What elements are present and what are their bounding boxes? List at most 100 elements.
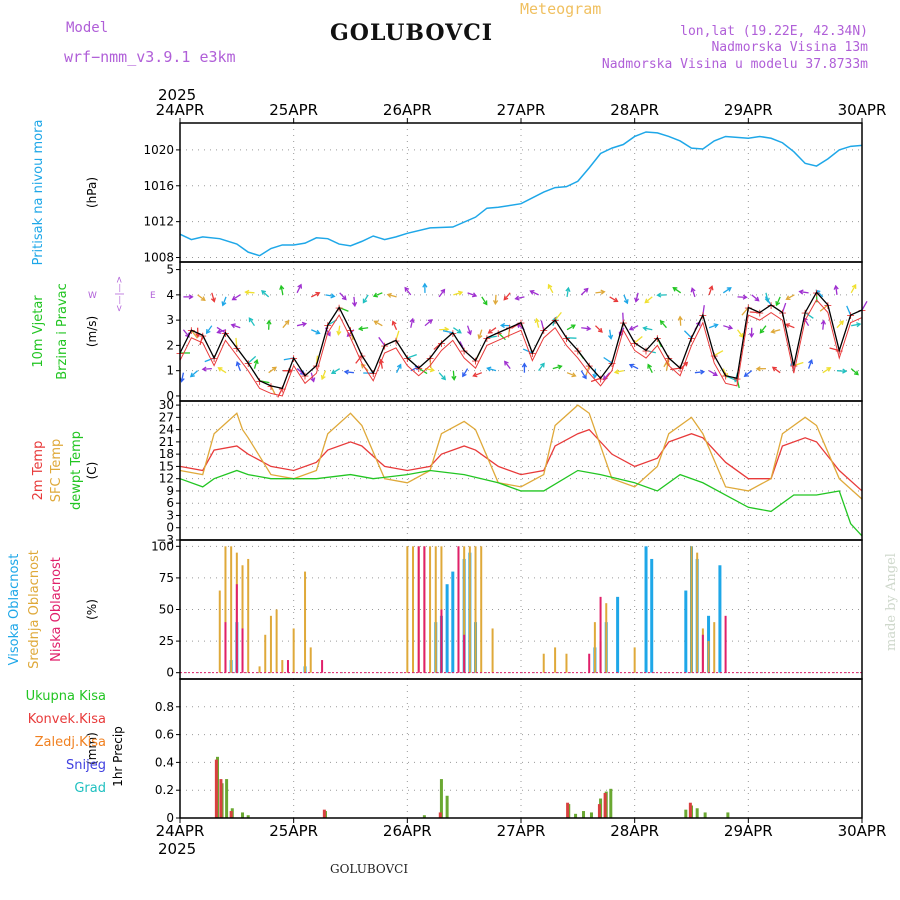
clouds-ytick-label: 50 xyxy=(159,603,174,617)
wind-arrow xyxy=(268,366,277,374)
wind-arrow xyxy=(462,368,469,377)
wind-arrowhead xyxy=(357,325,364,332)
wind-arrow xyxy=(438,372,446,380)
wind-arrow xyxy=(836,370,847,372)
cloud-bar-1 xyxy=(224,546,227,673)
wind-arrow xyxy=(387,293,397,298)
temperature-ytick-label: 18 xyxy=(159,447,174,461)
wind-arrow xyxy=(836,320,844,329)
wind-arrowhead xyxy=(441,375,447,381)
precip-bar-0 xyxy=(246,815,250,818)
wind-arrowhead xyxy=(759,328,765,334)
pressure-axis-title: Pritisak na nivou mora xyxy=(31,120,46,266)
cloud-bar-0 xyxy=(684,590,688,673)
wind-arrowhead xyxy=(826,367,832,372)
wind-arrow xyxy=(846,305,852,316)
wind-arrowhead xyxy=(409,317,415,323)
wind-arrow xyxy=(803,317,810,327)
wind-arrow xyxy=(850,284,857,294)
cloud-bar-1 xyxy=(633,647,636,673)
wind-arrowhead xyxy=(592,373,598,379)
clouds-ytick-label: 100 xyxy=(151,539,174,553)
wind-arrowhead xyxy=(583,287,589,293)
cloud-axis-title-0: Visoka Oblacnost xyxy=(7,554,22,666)
temp-axis-title-1: SFC Temp xyxy=(49,439,64,503)
wind-arrowhead xyxy=(360,363,366,369)
wind-arrow xyxy=(515,296,525,300)
wind-arrowhead xyxy=(231,295,237,301)
precip-bar-0 xyxy=(225,779,229,818)
wind-arrow xyxy=(231,324,241,329)
wind-arrow xyxy=(373,292,383,297)
wind-ytick-label: 3 xyxy=(166,313,174,327)
wind-arrowhead xyxy=(216,329,222,335)
wind-arrowhead xyxy=(784,323,791,328)
precip-bar-0 xyxy=(445,795,449,818)
wind-arrow xyxy=(772,366,781,374)
temp-line-0 xyxy=(179,428,863,492)
wind-gust-marker: + xyxy=(789,360,798,373)
wind-arrowhead xyxy=(727,324,734,330)
wind-arrowhead xyxy=(738,332,744,339)
cloud-bar-0 xyxy=(718,565,722,673)
precip-axis-title: 1hr Precip xyxy=(111,726,125,787)
wind-arrow xyxy=(407,354,417,359)
wind-arrow xyxy=(374,320,383,327)
wind-arrowhead xyxy=(499,322,506,329)
wind-arrowhead xyxy=(200,296,206,302)
precip-bar-0 xyxy=(695,808,699,818)
wind-arrowhead xyxy=(456,328,462,334)
cloud-bar-0 xyxy=(451,571,455,673)
wind-arrow xyxy=(694,371,704,374)
wind-arrowhead xyxy=(310,377,316,383)
bottom-date-label: 29APR xyxy=(724,822,773,840)
wind-arrow xyxy=(395,364,402,373)
model-altitude-label: Nadmorska Visina u modelu 37.8733m xyxy=(601,57,868,72)
bottom-date-label: 28APR xyxy=(610,822,659,840)
wind-arrowhead xyxy=(628,325,634,331)
precip-bar-1 xyxy=(597,804,601,818)
cloud-bar-1 xyxy=(269,615,272,673)
cloud-bar-0 xyxy=(650,558,654,673)
wind-arrow xyxy=(535,318,540,328)
wind-arrow xyxy=(410,318,414,328)
cloud-axis-title-1: Srednja Oblacnost xyxy=(27,550,42,669)
cloud-bar-1 xyxy=(491,628,494,673)
wind-arrow xyxy=(452,370,455,380)
wind-ytick-label: 1 xyxy=(166,364,174,378)
wind-arrow xyxy=(395,330,400,341)
wind-arrow xyxy=(736,378,740,389)
wind-arrowhead xyxy=(341,295,347,301)
cloud-bar-1 xyxy=(554,647,557,673)
wind-arrowhead xyxy=(712,371,718,376)
wind-arrow xyxy=(453,327,462,334)
pressure-ytick-label: 1016 xyxy=(143,179,174,193)
wind-arrowhead xyxy=(582,374,587,380)
wind-arrowhead xyxy=(851,283,857,289)
wind-arrow xyxy=(473,372,483,377)
cloud-bar-1 xyxy=(713,622,716,673)
wind-arrow xyxy=(538,363,545,372)
wind-arrow xyxy=(786,294,795,300)
wind-arrowhead xyxy=(205,329,211,335)
wind-arrow xyxy=(629,325,639,331)
wind-arrow xyxy=(741,307,749,316)
wind-arrow xyxy=(759,325,767,334)
wind-arrowhead xyxy=(440,288,446,294)
wind-arrow xyxy=(261,290,270,298)
wind-arrow xyxy=(321,370,327,380)
wind-arrow xyxy=(785,323,795,329)
wind-arrow xyxy=(282,320,290,329)
clouds-unit-label: (%) xyxy=(85,599,99,620)
temperature-ytick-label: 30 xyxy=(159,398,174,412)
wind-arrowhead xyxy=(330,293,336,299)
wind-arrowhead xyxy=(521,362,528,368)
wind-arrow xyxy=(503,292,511,301)
wind-arrow xyxy=(781,302,787,313)
wind-arrowhead xyxy=(320,374,326,381)
wind-ytick-label: 5 xyxy=(166,263,174,277)
precip-bar-0 xyxy=(684,809,688,818)
wind-arrow xyxy=(622,312,624,323)
wind-arrowhead xyxy=(362,298,368,304)
